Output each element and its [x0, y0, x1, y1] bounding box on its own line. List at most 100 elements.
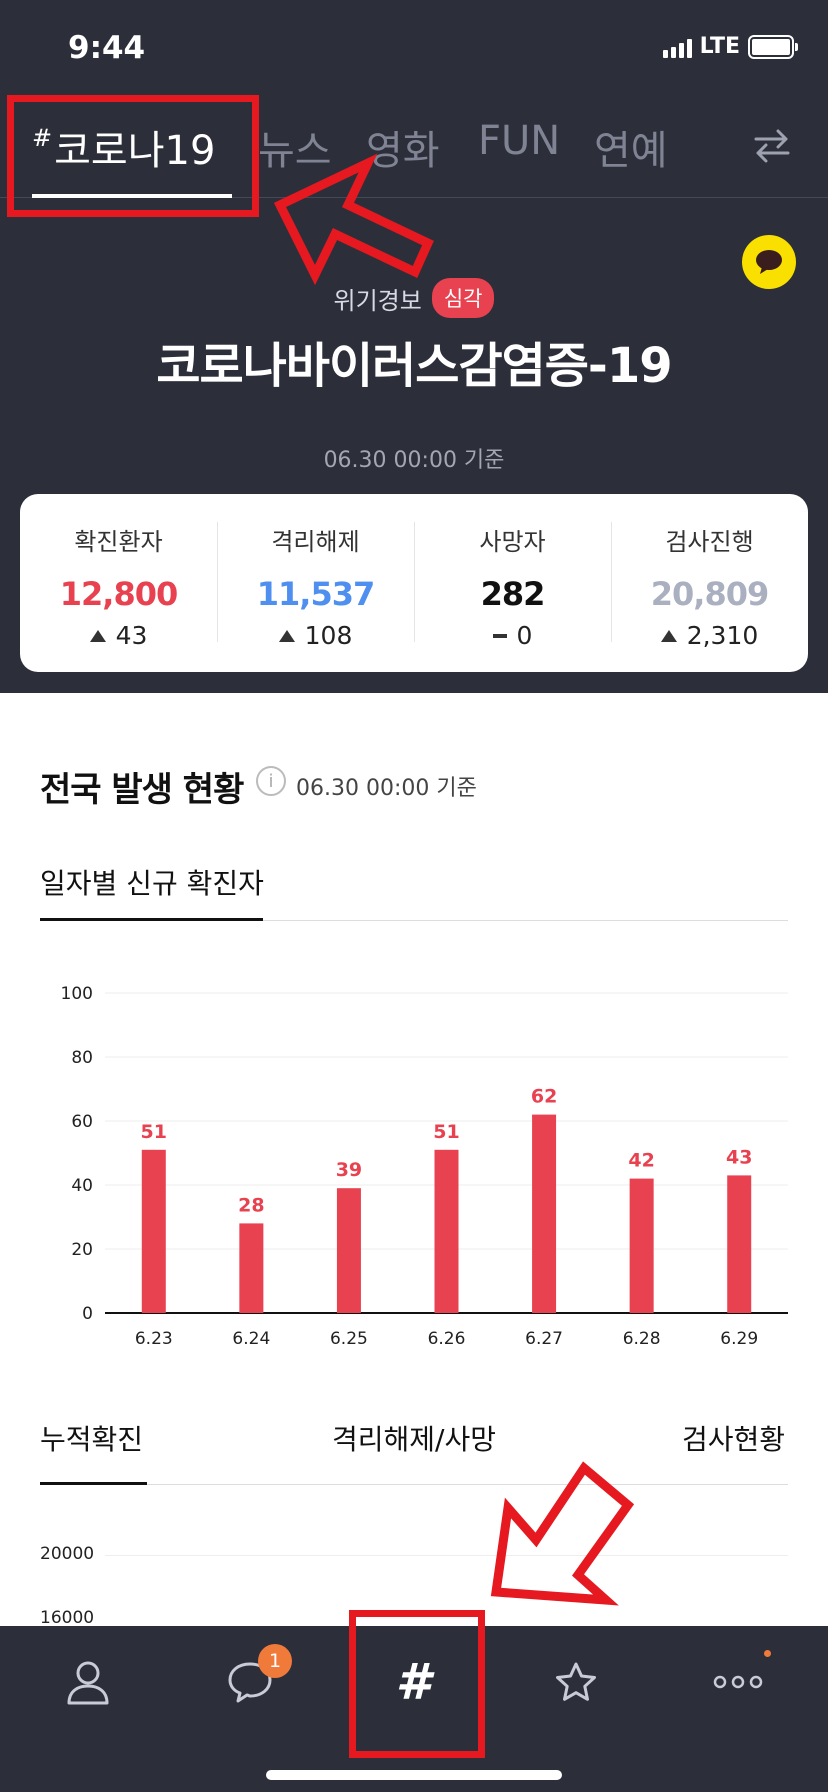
stat-value: 12,800 [59, 575, 178, 613]
stat-label: 사망자 [479, 528, 546, 556]
y-tick-label: 60 [71, 1112, 93, 1132]
stat-change: 2,310 [611, 621, 808, 650]
network-label: LTE [699, 34, 740, 59]
up-arrow-icon [89, 629, 106, 642]
up-arrow-icon [278, 629, 295, 642]
y-tick-label: 80 [71, 1048, 93, 1068]
tab-divider [40, 920, 788, 921]
active-tab-underline [40, 918, 263, 921]
y-tick-label: 100 [61, 984, 93, 1004]
stat-value: 20,809 [650, 575, 769, 613]
x-tick-label: 6.23 [135, 1329, 173, 1349]
status-icons: LTE [662, 34, 798, 59]
hashtag-icon[interactable]: # [383, 1652, 443, 1712]
section-time: 06.30 00:00 기준 [296, 776, 477, 801]
tab-divider [40, 1484, 788, 1485]
star-icon[interactable] [546, 1652, 606, 1712]
stat-change-value: 2,310 [686, 621, 759, 650]
x-tick-label: 6.26 [428, 1329, 466, 1349]
annotation-arrow-up [273, 153, 434, 286]
chat-badge: 1 [258, 1644, 292, 1678]
bar-value-label: 51 [433, 1121, 459, 1143]
tab-testing-status[interactable]: 검사현황 [682, 1423, 786, 1456]
chat-bubble-icon[interactable] [742, 235, 796, 289]
home-indicator [266, 1770, 562, 1780]
alert-level-badge: 심각 [431, 278, 495, 318]
annotation-arrow-down [490, 1461, 635, 1606]
top-tab-bar: #코로나19 뉴스 영화 FUN 연예 [0, 118, 828, 198]
alert-label: 위기경보 [333, 286, 422, 315]
hash-prefix: # [32, 124, 53, 152]
stat-value: 282 [480, 575, 546, 613]
stat-change: 108 [217, 621, 414, 650]
x-tick-label: 6.29 [720, 1329, 758, 1349]
bar [727, 1175, 752, 1313]
swap-arrows-icon[interactable] [752, 128, 792, 164]
hash-symbol: # [395, 1653, 431, 1711]
stat-change: 0 [414, 621, 611, 650]
active-tab-underline [40, 1482, 147, 1485]
stat-value: 11,537 [256, 575, 375, 613]
stat-confirmed: 확진환자 12,800 43 [20, 494, 217, 672]
tab-entertainment[interactable]: 연예 [594, 128, 668, 174]
y-tick-label: 20000 [40, 1544, 95, 1564]
stat-label: 검사진행 [665, 528, 754, 556]
tab-label: 코로나19 [54, 128, 216, 174]
tab-fun[interactable]: FUN [478, 118, 561, 164]
bar [141, 1149, 166, 1313]
stat-change: 43 [20, 621, 217, 650]
tab-fade [700, 118, 760, 188]
bar-value-label: 43 [726, 1146, 752, 1168]
more-icon[interactable] [708, 1652, 768, 1712]
status-time: 9:44 [68, 30, 146, 66]
info-icon[interactable]: i [256, 766, 286, 796]
bar-value-label: 51 [141, 1121, 167, 1143]
stats-card: 확진환자 12,800 43 격리해제 11,537 108 사망자 282 0… [20, 494, 808, 672]
y-tick-label: 40 [71, 1176, 93, 1196]
x-tick-label: 6.28 [623, 1329, 661, 1349]
section-title: 전국 발생 현황 [40, 770, 244, 810]
stat-released: 격리해제 11,537 108 [217, 494, 414, 672]
tab-movie[interactable]: 영화 [366, 128, 440, 174]
stat-testing: 검사진행 20,809 2,310 [611, 494, 808, 672]
base-time: 06.30 00:00 기준 [323, 448, 505, 473]
tab-cumulative[interactable]: 누적확진 [40, 1423, 144, 1456]
y-tick-label: 0 [82, 1304, 93, 1324]
bar-value-label: 39 [336, 1159, 362, 1181]
bar [629, 1178, 654, 1313]
tab-daily-new-cases[interactable]: 일자별 신규 확진자 [40, 867, 264, 900]
y-tick-label: 20 [71, 1240, 93, 1260]
alert-row: 위기경보 심각 [0, 278, 828, 318]
highlight-box-tab [7, 95, 259, 217]
tab-news[interactable]: 뉴스 [258, 128, 332, 174]
daily-cases-chart: 0 20 40 60 80 100 51 6.23 28 6.24 39 6.25 51 6.26 62 6.… [61, 984, 788, 1349]
profile-icon[interactable] [58, 1652, 118, 1712]
bar [532, 1114, 557, 1313]
notification-dot [764, 1650, 771, 1657]
up-arrow-icon [660, 629, 677, 642]
stat-label: 격리해제 [271, 528, 360, 556]
chat-icon[interactable] [220, 1652, 280, 1712]
stat-label: 확진환자 [74, 528, 163, 556]
tab-released-deaths[interactable]: 격리해제/사망 [332, 1423, 496, 1456]
bar-value-label: 42 [628, 1150, 654, 1172]
highlight-box-nav [349, 1610, 485, 1758]
y-tick-label: 16000 [40, 1608, 95, 1628]
active-tab-underline [32, 194, 232, 198]
stat-deaths: 사망자 282 0 [414, 494, 611, 672]
stat-change-value: 0 [516, 621, 533, 650]
tab-corona19[interactable]: #코로나19 [32, 118, 215, 176]
bar-value-label: 28 [238, 1194, 264, 1216]
x-tick-label: 6.24 [232, 1329, 270, 1349]
stat-change-value: 108 [304, 621, 353, 650]
bar [336, 1188, 361, 1313]
flat-dash-icon [492, 633, 507, 638]
battery-icon [748, 34, 798, 59]
bar [434, 1149, 459, 1313]
x-tick-label: 6.27 [525, 1329, 563, 1349]
signal-icon [662, 36, 692, 58]
bar [239, 1223, 264, 1313]
bottom-nav: 1 # [0, 1626, 828, 1792]
bar-value-label: 62 [531, 1086, 557, 1108]
x-tick-label: 6.25 [330, 1329, 368, 1349]
